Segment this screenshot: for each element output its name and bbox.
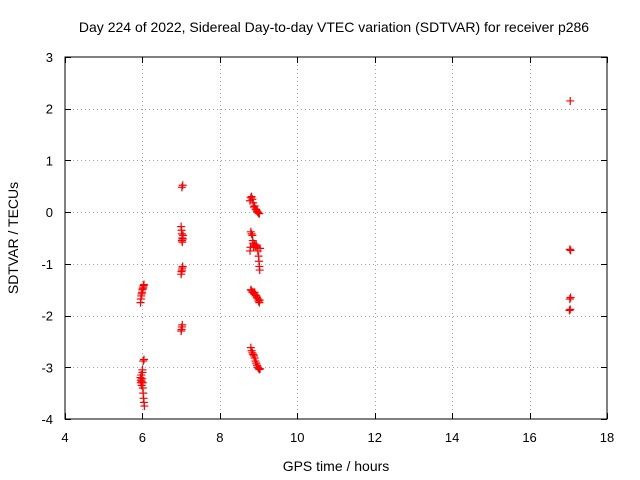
plot-frame bbox=[64, 56, 608, 420]
x-tick-label: 16 bbox=[522, 430, 536, 445]
data-points bbox=[136, 96, 575, 411]
grid bbox=[65, 57, 607, 419]
x-tick-label: 12 bbox=[367, 430, 381, 445]
data-point bbox=[256, 364, 265, 373]
data-point bbox=[138, 365, 147, 374]
data-point bbox=[139, 357, 148, 366]
y-tick-label: -3 bbox=[41, 360, 53, 375]
data-point bbox=[178, 181, 187, 190]
x-tick-labels: 4 6 8 10 12 14 16 18 bbox=[61, 430, 614, 445]
data-point bbox=[566, 96, 575, 105]
x-tick-label: 8 bbox=[216, 430, 223, 445]
data-point bbox=[249, 350, 258, 359]
y-tick-label: -2 bbox=[41, 309, 53, 324]
x-tick-label: 18 bbox=[600, 430, 614, 445]
y-tick-label: -1 bbox=[41, 257, 53, 272]
data-point bbox=[565, 245, 574, 254]
data-point bbox=[178, 262, 187, 271]
data-point bbox=[253, 208, 262, 217]
y-tick-label: 2 bbox=[46, 102, 53, 117]
data-point bbox=[246, 193, 255, 202]
data-point bbox=[248, 195, 257, 204]
data-point bbox=[255, 296, 264, 305]
y-axis-label: SDTVAR / TECUs bbox=[5, 182, 21, 294]
data-point bbox=[139, 355, 148, 364]
x-axis-label: GPS time / hours bbox=[283, 458, 390, 474]
data-point bbox=[254, 297, 263, 306]
y-tick-label: -4 bbox=[41, 412, 53, 427]
data-point bbox=[566, 293, 575, 302]
x-tick-label: 6 bbox=[139, 430, 146, 445]
data-point bbox=[566, 305, 575, 314]
data-point bbox=[256, 244, 265, 253]
data-point bbox=[565, 306, 574, 315]
data-point bbox=[251, 242, 260, 251]
y-tick-labels: -4 -3 -2 -1 0 1 2 3 bbox=[41, 50, 53, 427]
data-point bbox=[247, 229, 256, 238]
y-tick-label: 1 bbox=[46, 153, 53, 168]
chart-title: Day 224 of 2022, Sidereal Day-to-day VTE… bbox=[79, 19, 589, 35]
data-point bbox=[139, 280, 148, 289]
data-point bbox=[565, 295, 574, 304]
data-point bbox=[566, 246, 575, 255]
data-point bbox=[255, 266, 264, 275]
data-point bbox=[179, 231, 188, 240]
x-tick-label: 10 bbox=[290, 430, 304, 445]
y-tick-label: 3 bbox=[46, 50, 53, 65]
data-point bbox=[178, 320, 187, 329]
x-tick-label: 14 bbox=[445, 430, 459, 445]
x-tick-label: 4 bbox=[61, 430, 68, 445]
y-tick-label: 0 bbox=[46, 205, 53, 220]
data-point bbox=[255, 209, 264, 218]
data-point bbox=[140, 402, 149, 411]
data-point bbox=[246, 243, 255, 252]
